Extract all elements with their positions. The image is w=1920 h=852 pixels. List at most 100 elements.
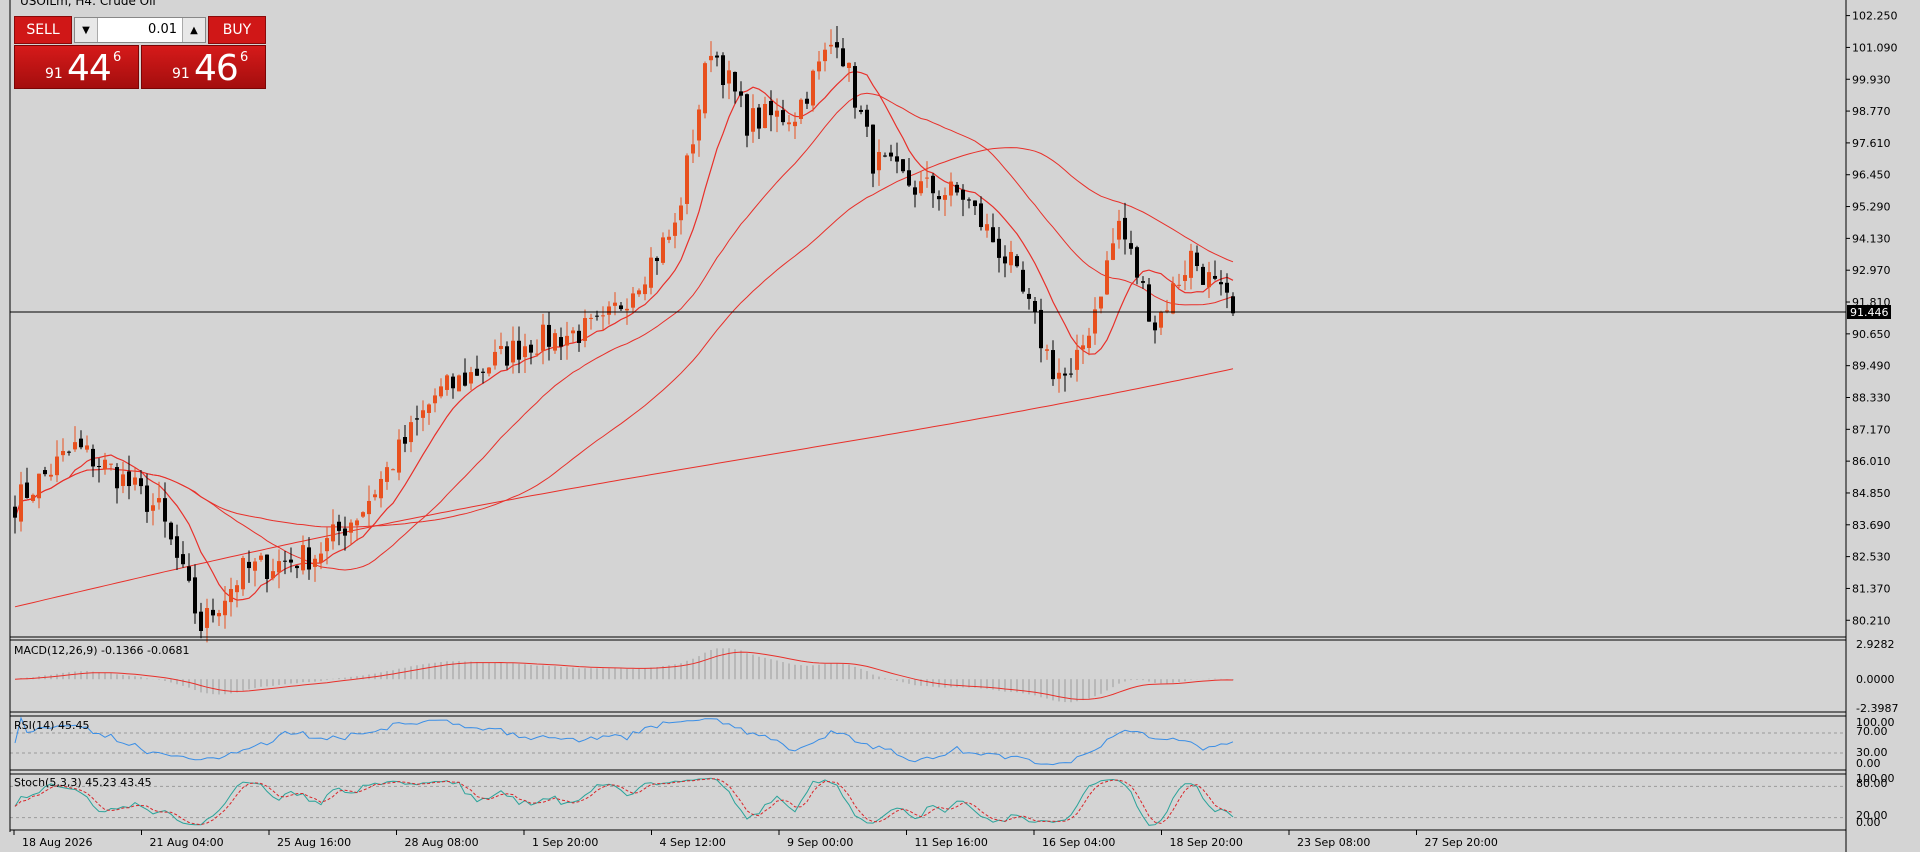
candle-body — [349, 522, 353, 533]
candle-body — [151, 505, 155, 511]
bear-candle — [1039, 298, 1043, 363]
bear-candle — [655, 256, 659, 275]
lot-size-field[interactable]: ▼ 0.01 ▲ — [74, 17, 206, 43]
candle-body — [553, 333, 557, 351]
bull-candle — [439, 378, 443, 399]
bull-candle — [313, 554, 317, 582]
time-label: 27 Sep 20:00 — [1425, 836, 1498, 849]
price-label: 86.010 — [1852, 455, 1891, 468]
bear-candle — [13, 495, 17, 534]
time-label: 28 Aug 08:00 — [405, 836, 479, 849]
stoch-main-line — [14, 777, 1234, 826]
candle-body — [271, 571, 275, 579]
candle-body — [397, 439, 401, 473]
candle-body — [679, 205, 683, 221]
bull-candle — [799, 98, 803, 125]
candle-body — [589, 317, 593, 319]
bear-candle — [181, 541, 185, 568]
macd-pane[interactable] — [14, 648, 1234, 703]
sell-price-box[interactable]: 91 44 6 — [14, 45, 139, 89]
candle-body — [379, 478, 383, 499]
candle-body — [25, 482, 29, 498]
candle-body — [511, 340, 515, 363]
bear-candle — [307, 537, 311, 580]
buy-price-sup: 6 — [240, 50, 249, 65]
candle-body — [31, 494, 35, 501]
lot-decrease-icon[interactable]: ▼ — [75, 18, 98, 42]
bull-candle — [409, 415, 413, 453]
sell-button[interactable]: SELL — [14, 16, 72, 44]
bear-candle — [1201, 263, 1205, 286]
candle-body — [1027, 293, 1031, 299]
candle-body — [967, 199, 971, 201]
bear-candle — [859, 105, 863, 115]
bear-candle — [1069, 358, 1073, 378]
bull-candle — [589, 313, 593, 330]
lot-increase-icon[interactable]: ▲ — [182, 18, 205, 42]
price-pane[interactable] — [10, 25, 1846, 643]
rsi-pane[interactable] — [10, 716, 1846, 766]
buy-price-big: 46 — [194, 48, 239, 89]
candle-body — [907, 170, 911, 186]
price-label: 97.610 — [1852, 137, 1891, 150]
bull-candle — [373, 489, 377, 501]
candle-body — [289, 559, 293, 563]
candle-body — [529, 344, 533, 353]
buy-button[interactable]: BUY — [208, 16, 266, 44]
candle-body — [1129, 243, 1133, 249]
bull-candle — [523, 333, 527, 374]
bull-candle — [151, 493, 155, 526]
bull-candle — [691, 129, 695, 164]
price-label: 88.330 — [1852, 391, 1891, 404]
bull-candle — [763, 96, 767, 129]
bear-candle — [1141, 276, 1145, 289]
bear-candle — [115, 463, 119, 504]
one-click-trade-panel[interactable]: SELL ▼ 0.01 ▲ BUY 91 44 6 91 46 6 — [14, 16, 266, 89]
candle-body — [265, 554, 269, 579]
sell-price-prefix: 91 — [45, 66, 63, 82]
bull-candle — [205, 598, 209, 643]
bear-candle — [163, 482, 167, 538]
candle-body — [325, 538, 329, 552]
bull-candle — [667, 229, 671, 244]
candle-body — [631, 293, 635, 308]
candle-body — [1165, 310, 1169, 312]
bear-candle — [127, 455, 131, 500]
candle-body — [475, 368, 479, 376]
bear-candle — [865, 104, 869, 138]
candle-body — [403, 437, 407, 444]
bear-candle — [1021, 261, 1025, 294]
candle-body — [493, 351, 497, 366]
bull-candle — [1177, 273, 1181, 289]
bear-candle — [1123, 202, 1127, 255]
lot-size-value[interactable]: 0.01 — [148, 22, 177, 37]
candle-body — [1123, 217, 1127, 240]
candle-body — [115, 467, 119, 489]
candle-body — [517, 340, 521, 360]
bull-candle — [823, 42, 827, 72]
bull-candle — [1111, 228, 1115, 261]
candle-body — [373, 494, 377, 498]
chart-header: USOILm, H4: Crude Oil — [20, 0, 156, 8]
candle-body — [667, 236, 671, 240]
bull-candle — [367, 485, 371, 529]
candle-body — [1201, 266, 1205, 285]
bear-candle — [835, 25, 839, 59]
bull-candle — [1189, 243, 1193, 290]
candle-body — [931, 175, 935, 194]
candle-body — [37, 473, 41, 499]
price-label: 84.850 — [1852, 487, 1891, 500]
candle-body — [859, 109, 863, 112]
candle-body — [361, 512, 365, 517]
candle-body — [1009, 251, 1013, 266]
price-label: 92.970 — [1852, 264, 1891, 277]
buy-price-box[interactable]: 91 46 6 — [141, 45, 266, 89]
time-label: 25 Aug 16:00 — [277, 836, 351, 849]
candle-body — [769, 101, 773, 116]
candle-body — [757, 107, 761, 129]
candle-body — [925, 177, 929, 179]
stoch-pane[interactable] — [10, 777, 1846, 826]
candle-body — [307, 547, 311, 570]
bear-candle — [547, 311, 551, 361]
